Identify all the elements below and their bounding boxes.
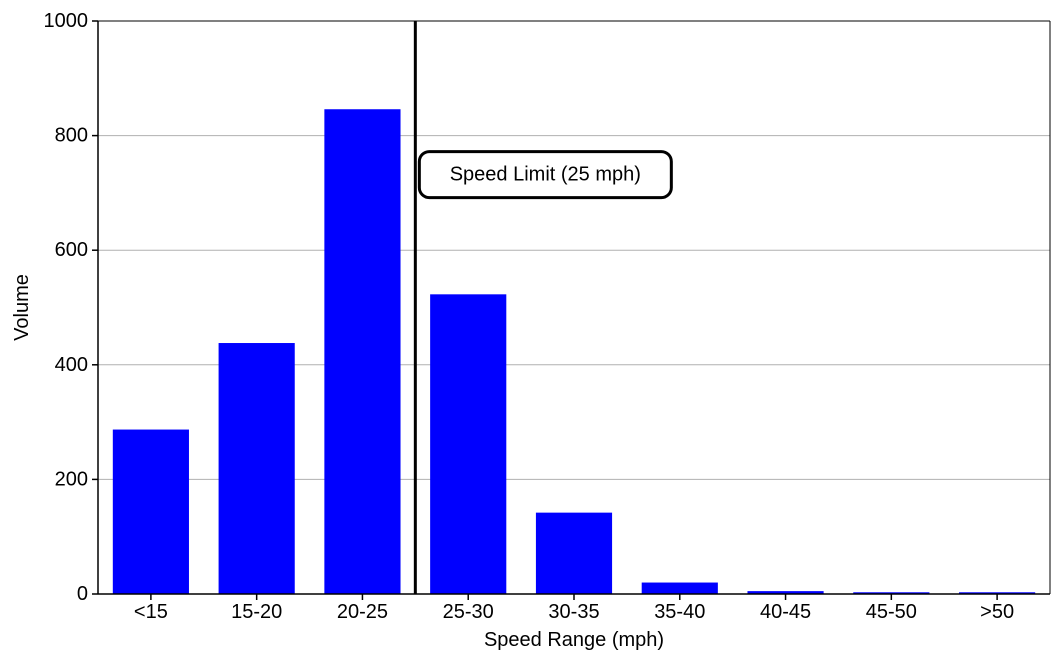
x-tick-label: 35-40: [654, 601, 705, 623]
y-tick-label: 0: [77, 583, 88, 605]
axes: [92, 20, 1051, 600]
bar: [853, 592, 930, 594]
y-tick-label: 600: [55, 239, 88, 261]
tick-labels: 0 200 400 600 800 1000 <15 15-20 20-25 25-30 30-35…: [44, 10, 1015, 623]
bar: [641, 582, 718, 594]
bar: [535, 512, 613, 594]
x-tick-label: 40-45: [760, 601, 811, 623]
bar: [218, 343, 295, 594]
x-axis-label: Speed Range (mph): [484, 629, 664, 651]
x-tick-label: <15: [134, 601, 168, 623]
x-tick-label: 30-35: [548, 601, 599, 623]
y-axis-label: Volume: [11, 274, 33, 341]
annotation-layer: Speed Limit (25 mph): [417, 150, 673, 200]
bar: [430, 294, 507, 594]
y-tick-label: 200: [55, 468, 88, 490]
bar: [112, 429, 189, 594]
y-tick-label: 400: [55, 354, 88, 376]
y-tick-label: 800: [55, 125, 88, 147]
speed-limit-annotation-text: Speed Limit (25 mph): [450, 164, 641, 186]
bar: [324, 109, 401, 594]
y-tick-label: 1000: [44, 10, 89, 32]
bars: [112, 109, 1036, 594]
x-tick-label: 25-30: [443, 601, 494, 623]
x-tick-label: 45-50: [866, 601, 917, 623]
x-tick-label: 20-25: [337, 601, 388, 623]
x-tick-label: 15-20: [231, 601, 282, 623]
bar: [959, 592, 1036, 594]
x-tick-label: >50: [980, 601, 1014, 623]
speed-limit-annotation-box: [417, 150, 673, 200]
bar: [747, 591, 824, 594]
